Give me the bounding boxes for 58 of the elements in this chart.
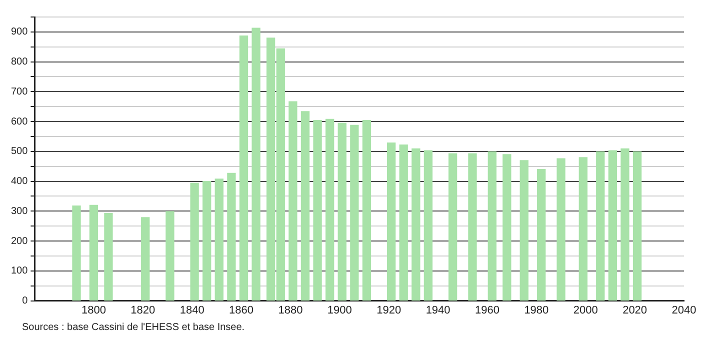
y-tick-label: 100 <box>10 266 28 277</box>
y-tick-label: 300 <box>10 206 28 217</box>
bar <box>338 122 346 301</box>
bar <box>488 151 496 301</box>
bar <box>350 124 359 301</box>
y-tick-label: 600 <box>10 116 28 128</box>
bar <box>424 150 433 301</box>
x-tick-label: 1800 <box>81 304 106 316</box>
x-tick-label: 1820 <box>130 304 156 316</box>
y-tick-label: 700 <box>10 86 28 98</box>
x-tick-label: 1960 <box>474 304 500 316</box>
bar <box>608 150 618 301</box>
bar <box>89 204 98 301</box>
y-tick-label: 200 <box>10 236 28 247</box>
bar <box>141 217 150 301</box>
source-note: Sources : base Cassini de l'EHESS et base Insee. <box>22 322 246 333</box>
bar <box>300 111 310 301</box>
bar <box>632 151 642 301</box>
bar <box>620 148 630 301</box>
y-tick-label: 400 <box>10 176 28 188</box>
bar <box>537 169 546 301</box>
bar <box>252 28 260 301</box>
bar <box>72 205 81 301</box>
x-tick-label: 2000 <box>573 304 598 316</box>
bar <box>214 178 224 301</box>
bar <box>362 120 372 301</box>
x-tick-label: 1860 <box>229 304 254 316</box>
bar <box>227 172 236 301</box>
y-tick-label: 500 <box>10 146 28 158</box>
bar <box>399 144 408 301</box>
bar <box>448 153 458 301</box>
bar <box>578 157 588 301</box>
bar <box>520 160 528 301</box>
bar <box>326 118 334 301</box>
bar <box>288 101 298 301</box>
x-tick-label: 2020 <box>622 304 648 316</box>
y-tick-label: 900 <box>10 26 28 38</box>
bar <box>412 148 420 301</box>
x-tick-label: 1840 <box>180 304 204 316</box>
bar <box>239 35 248 301</box>
bar <box>166 211 174 301</box>
bar <box>502 154 512 301</box>
bar <box>386 142 396 301</box>
bar <box>104 212 113 301</box>
x-tick-label: 1900 <box>327 304 352 316</box>
bar <box>202 180 212 301</box>
x-tick-label: 2040 <box>672 304 696 316</box>
bar <box>468 153 477 301</box>
bar <box>596 151 605 301</box>
y-tick-label: 0 <box>22 296 28 307</box>
x-tick-label: 1980 <box>524 304 549 316</box>
x-tick-label: 1940 <box>426 304 450 316</box>
bar <box>556 158 566 301</box>
bar <box>190 182 199 301</box>
x-tick-label: 1880 <box>278 304 303 316</box>
bar <box>313 120 322 301</box>
y-tick-label: 800 <box>10 56 28 68</box>
x-tick-label: 1920 <box>376 304 402 316</box>
